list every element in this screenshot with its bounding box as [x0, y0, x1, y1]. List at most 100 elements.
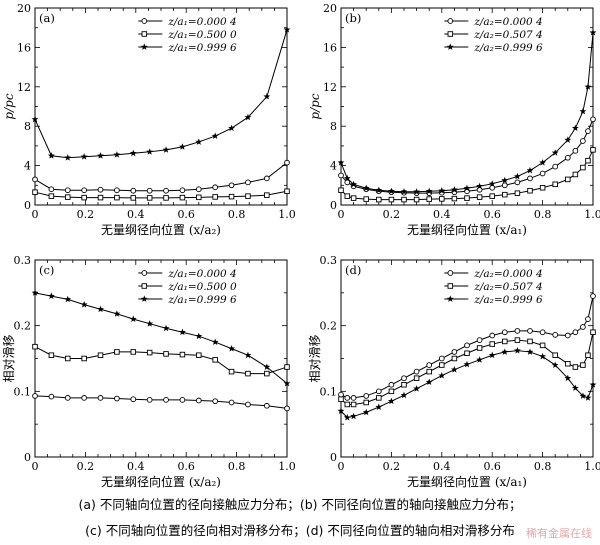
data-point	[551, 149, 559, 156]
data-point	[48, 393, 55, 400]
data-point	[350, 412, 358, 420]
data-point	[584, 394, 592, 401]
data-point	[362, 184, 370, 192]
data-point	[65, 355, 71, 362]
x-tick-label: 0.8	[534, 208, 552, 221]
panel-label: (d)	[345, 263, 361, 277]
data-point	[228, 124, 235, 132]
legend-marker	[447, 31, 454, 37]
data-point	[97, 152, 104, 159]
data-point	[211, 338, 219, 345]
data-point	[264, 370, 270, 377]
data-point	[350, 401, 357, 408]
panel-b: 0 0.2 0.4 0.6 0.8 1.0 0 4 8 12 16 20 无量纲径向位置 (x/a₁) p…	[308, 2, 600, 237]
data-point	[228, 368, 235, 375]
y-tick-label: 0	[24, 199, 31, 212]
series-star	[31, 26, 291, 161]
watermark: 稀有金属在线	[526, 527, 592, 540]
data-point	[539, 170, 546, 177]
legend-label: z/a₁=0.000 4	[167, 268, 236, 280]
data-point	[47, 152, 55, 159]
data-point	[489, 341, 495, 347]
data-point	[439, 196, 445, 202]
data-point	[146, 349, 153, 356]
data-point	[113, 151, 121, 158]
data-point	[363, 399, 369, 406]
data-point	[130, 195, 137, 201]
legend-marker	[447, 270, 454, 276]
data-point	[413, 196, 420, 203]
data-point	[130, 187, 137, 194]
data-point	[179, 194, 186, 201]
data-point	[114, 349, 120, 355]
y-axis-label: 相对滑移	[308, 334, 322, 382]
data-point	[580, 138, 586, 144]
data-point	[376, 196, 382, 203]
y-tick-label: 16	[323, 41, 337, 54]
plot-frame	[340, 7, 594, 206]
data-point	[539, 342, 546, 349]
data-point	[387, 187, 395, 195]
data-point	[526, 348, 534, 355]
series-square	[32, 188, 290, 201]
data-point	[284, 188, 290, 194]
data-point	[283, 379, 291, 387]
data-point	[585, 128, 591, 134]
data-point	[163, 351, 169, 357]
data-point	[163, 397, 169, 403]
data-point	[400, 188, 408, 195]
data-point	[439, 362, 445, 368]
data-point	[64, 395, 71, 401]
data-point	[551, 361, 559, 368]
data-point	[451, 355, 458, 362]
data-point	[571, 384, 579, 391]
legend-marker	[141, 31, 148, 37]
data-point	[32, 393, 38, 399]
legend-marker	[141, 283, 148, 289]
data-point	[350, 195, 357, 201]
data-point	[228, 182, 235, 189]
x-tick-label: 0	[338, 460, 345, 473]
data-point	[228, 399, 235, 406]
data-point	[514, 190, 521, 196]
x-tick-label: 0	[338, 208, 345, 221]
y-tick-label: 8	[24, 120, 31, 133]
y-tick-label: 0.1	[14, 385, 32, 398]
data-point	[146, 148, 154, 155]
data-point	[401, 196, 407, 203]
data-point	[426, 196, 432, 202]
data-point	[81, 355, 87, 362]
data-point	[401, 382, 407, 388]
data-point	[589, 29, 597, 36]
data-point	[425, 378, 433, 386]
data-point	[47, 292, 55, 300]
data-point	[572, 364, 579, 370]
data-point	[451, 349, 458, 355]
data-point	[48, 186, 55, 193]
series-square	[338, 329, 596, 408]
legend-label: z/a₂=0.507 4	[473, 29, 542, 41]
data-point	[501, 176, 509, 184]
data-point	[590, 293, 596, 299]
data-point	[476, 337, 483, 343]
caption-line-2: (c) 不同轴向位置的径向相对滑移分布；(d) 不同径向位置的轴向相对滑移分布	[85, 523, 515, 538]
data-point	[580, 164, 586, 171]
data-point	[32, 189, 38, 195]
data-point	[211, 132, 219, 139]
data-point	[476, 182, 484, 190]
data-point	[338, 187, 344, 193]
data-point	[450, 366, 458, 373]
data-point	[163, 195, 169, 201]
data-point	[97, 194, 104, 201]
data-point	[284, 159, 290, 166]
data-point	[244, 113, 252, 121]
x-tick-label: 0.6	[483, 460, 501, 473]
x-axis-label: 无量纲径向位置 (x/a₁)	[407, 222, 527, 237]
y-tick-label: 12	[323, 81, 337, 94]
data-point	[513, 347, 521, 354]
data-point	[195, 186, 202, 193]
data-point	[476, 194, 483, 200]
data-point	[146, 397, 153, 403]
legend-marker	[141, 270, 148, 276]
